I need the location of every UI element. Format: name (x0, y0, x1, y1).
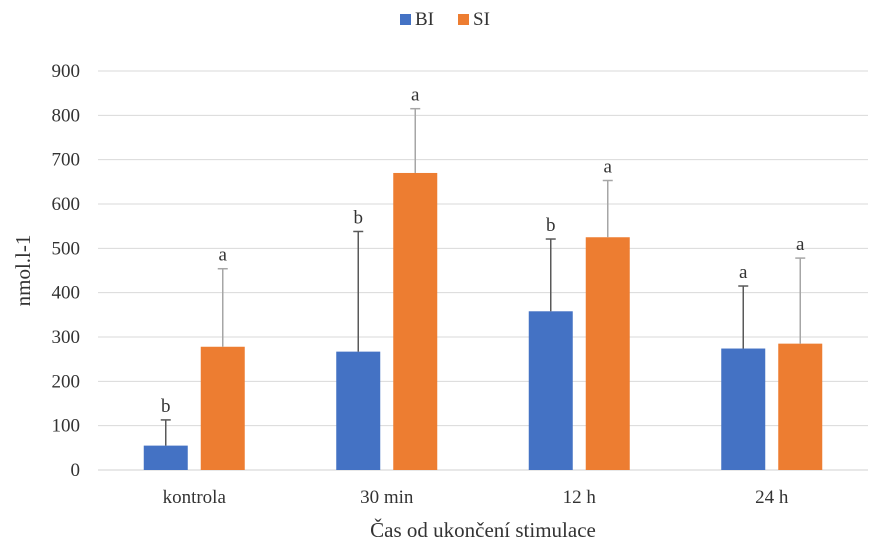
x-tick-label: 12 h (563, 487, 597, 508)
significance-label: a (739, 262, 748, 283)
y-tick-label: 600 (52, 194, 81, 215)
x-axis-ticks: kontrola 30 min 12 h 24 h (163, 487, 789, 508)
x-tick-label: kontrola (163, 487, 227, 508)
legend-label-bi: BI (415, 9, 434, 30)
bar-si-1 (393, 172, 438, 470)
significance-label: a (411, 85, 420, 106)
significance-label: b (161, 396, 171, 417)
y-tick-label: 300 (52, 327, 81, 348)
significance-label: b (546, 215, 556, 236)
bar-si-2 (585, 237, 630, 470)
y-tick-label: 400 (52, 283, 81, 304)
y-axis-ticks: 0 100 200 300 400 500 600 700 800 900 (52, 61, 81, 481)
significance-label: a (604, 157, 613, 178)
legend-label-si: SI (473, 9, 490, 30)
bar-bi-3 (721, 348, 766, 470)
bar-si-3 (778, 343, 823, 470)
y-tick-label: 800 (52, 105, 81, 126)
legend-swatch-si (458, 14, 469, 25)
y-tick-label: 200 (52, 371, 81, 392)
y-tick-label: 100 (52, 416, 81, 437)
y-tick-label: 500 (52, 238, 81, 259)
y-tick-label: 700 (52, 150, 81, 171)
bar-si-0 (200, 346, 245, 470)
legend-swatch-bi (400, 14, 411, 25)
significance-label: a (219, 245, 228, 266)
bars: b a b a b a a a (143, 85, 823, 470)
x-axis-title: Čas od ukončení stimulace (370, 518, 596, 542)
y-tick-label: 900 (52, 61, 81, 82)
bar-bi-2 (528, 311, 573, 470)
significance-label: a (796, 234, 805, 255)
significance-label: b (354, 207, 364, 228)
x-tick-label: 24 h (755, 487, 789, 508)
bar-bi-0 (143, 445, 188, 470)
legend: BI SI (400, 9, 490, 30)
bar-bi-1 (336, 351, 381, 470)
x-tick-label: 30 min (360, 487, 414, 508)
y-axis-title: nmol.l-1 (11, 235, 35, 307)
y-tick-label: 0 (71, 460, 81, 481)
